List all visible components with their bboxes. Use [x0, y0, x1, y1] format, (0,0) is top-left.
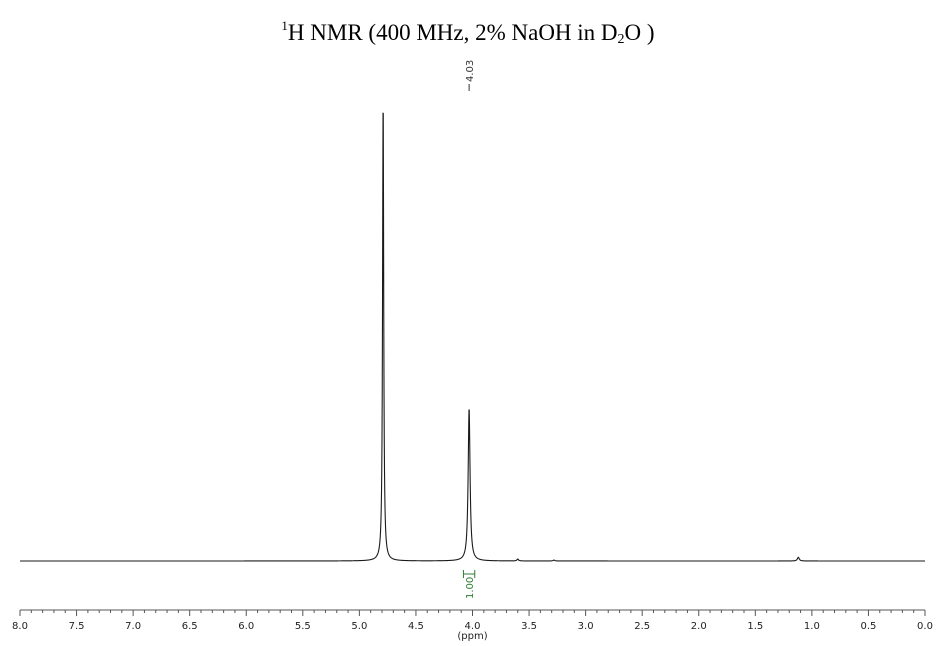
x-axis-label: (ppm) [457, 631, 487, 642]
x-tick-label: 5.0 [351, 621, 367, 632]
title-superscript: 1 [281, 18, 288, 33]
x-tick-label: 3.0 [578, 621, 594, 632]
chart-title: 1H NMR (400 MHz, 2% NaOH in D2O ) [0, 18, 936, 48]
peak-label-text: 4.03 [465, 60, 476, 82]
x-tick-label: 0.0 [917, 621, 933, 632]
annotation-layer: 4.03 1.00 [462, 60, 476, 599]
integration-value: 1.00 [465, 577, 476, 599]
title-subscript: 2 [617, 32, 625, 47]
x-tick-label: 3.5 [521, 621, 537, 632]
x-tick-label: 1.5 [747, 621, 763, 632]
x-tick-label: 2.0 [691, 621, 707, 632]
x-tick-label: 7.0 [125, 621, 141, 632]
title-suffix: O ) [624, 20, 655, 45]
x-tick-label: 8.0 [12, 621, 28, 632]
x-tick-label: 4.0 [465, 621, 481, 632]
x-tick-label: 0.5 [860, 621, 876, 632]
integration-mark: 1.00 [462, 570, 476, 599]
x-tick-label: 2.5 [634, 621, 650, 632]
x-tick-label: 7.5 [69, 621, 85, 632]
x-tick-label: 6.5 [182, 621, 198, 632]
x-tick-label: 1.0 [804, 621, 820, 632]
spectrum-layer [20, 112, 925, 562]
x-tick-label: 4.5 [408, 621, 424, 632]
x-tick-label: 5.5 [295, 621, 311, 632]
x-axis: 8.0 7.5 7.0 6.5 6.0 5.5 5.0 4.5 4.0 3.5 3.0 2.5 2.0 1… [12, 609, 933, 632]
peak-label: 4.03 [465, 60, 476, 91]
title-text: H NMR (400 MHz, 2% NaOH in D [287, 20, 618, 45]
spectrum-line [20, 112, 925, 562]
x-tick-label: 6.0 [238, 621, 254, 632]
